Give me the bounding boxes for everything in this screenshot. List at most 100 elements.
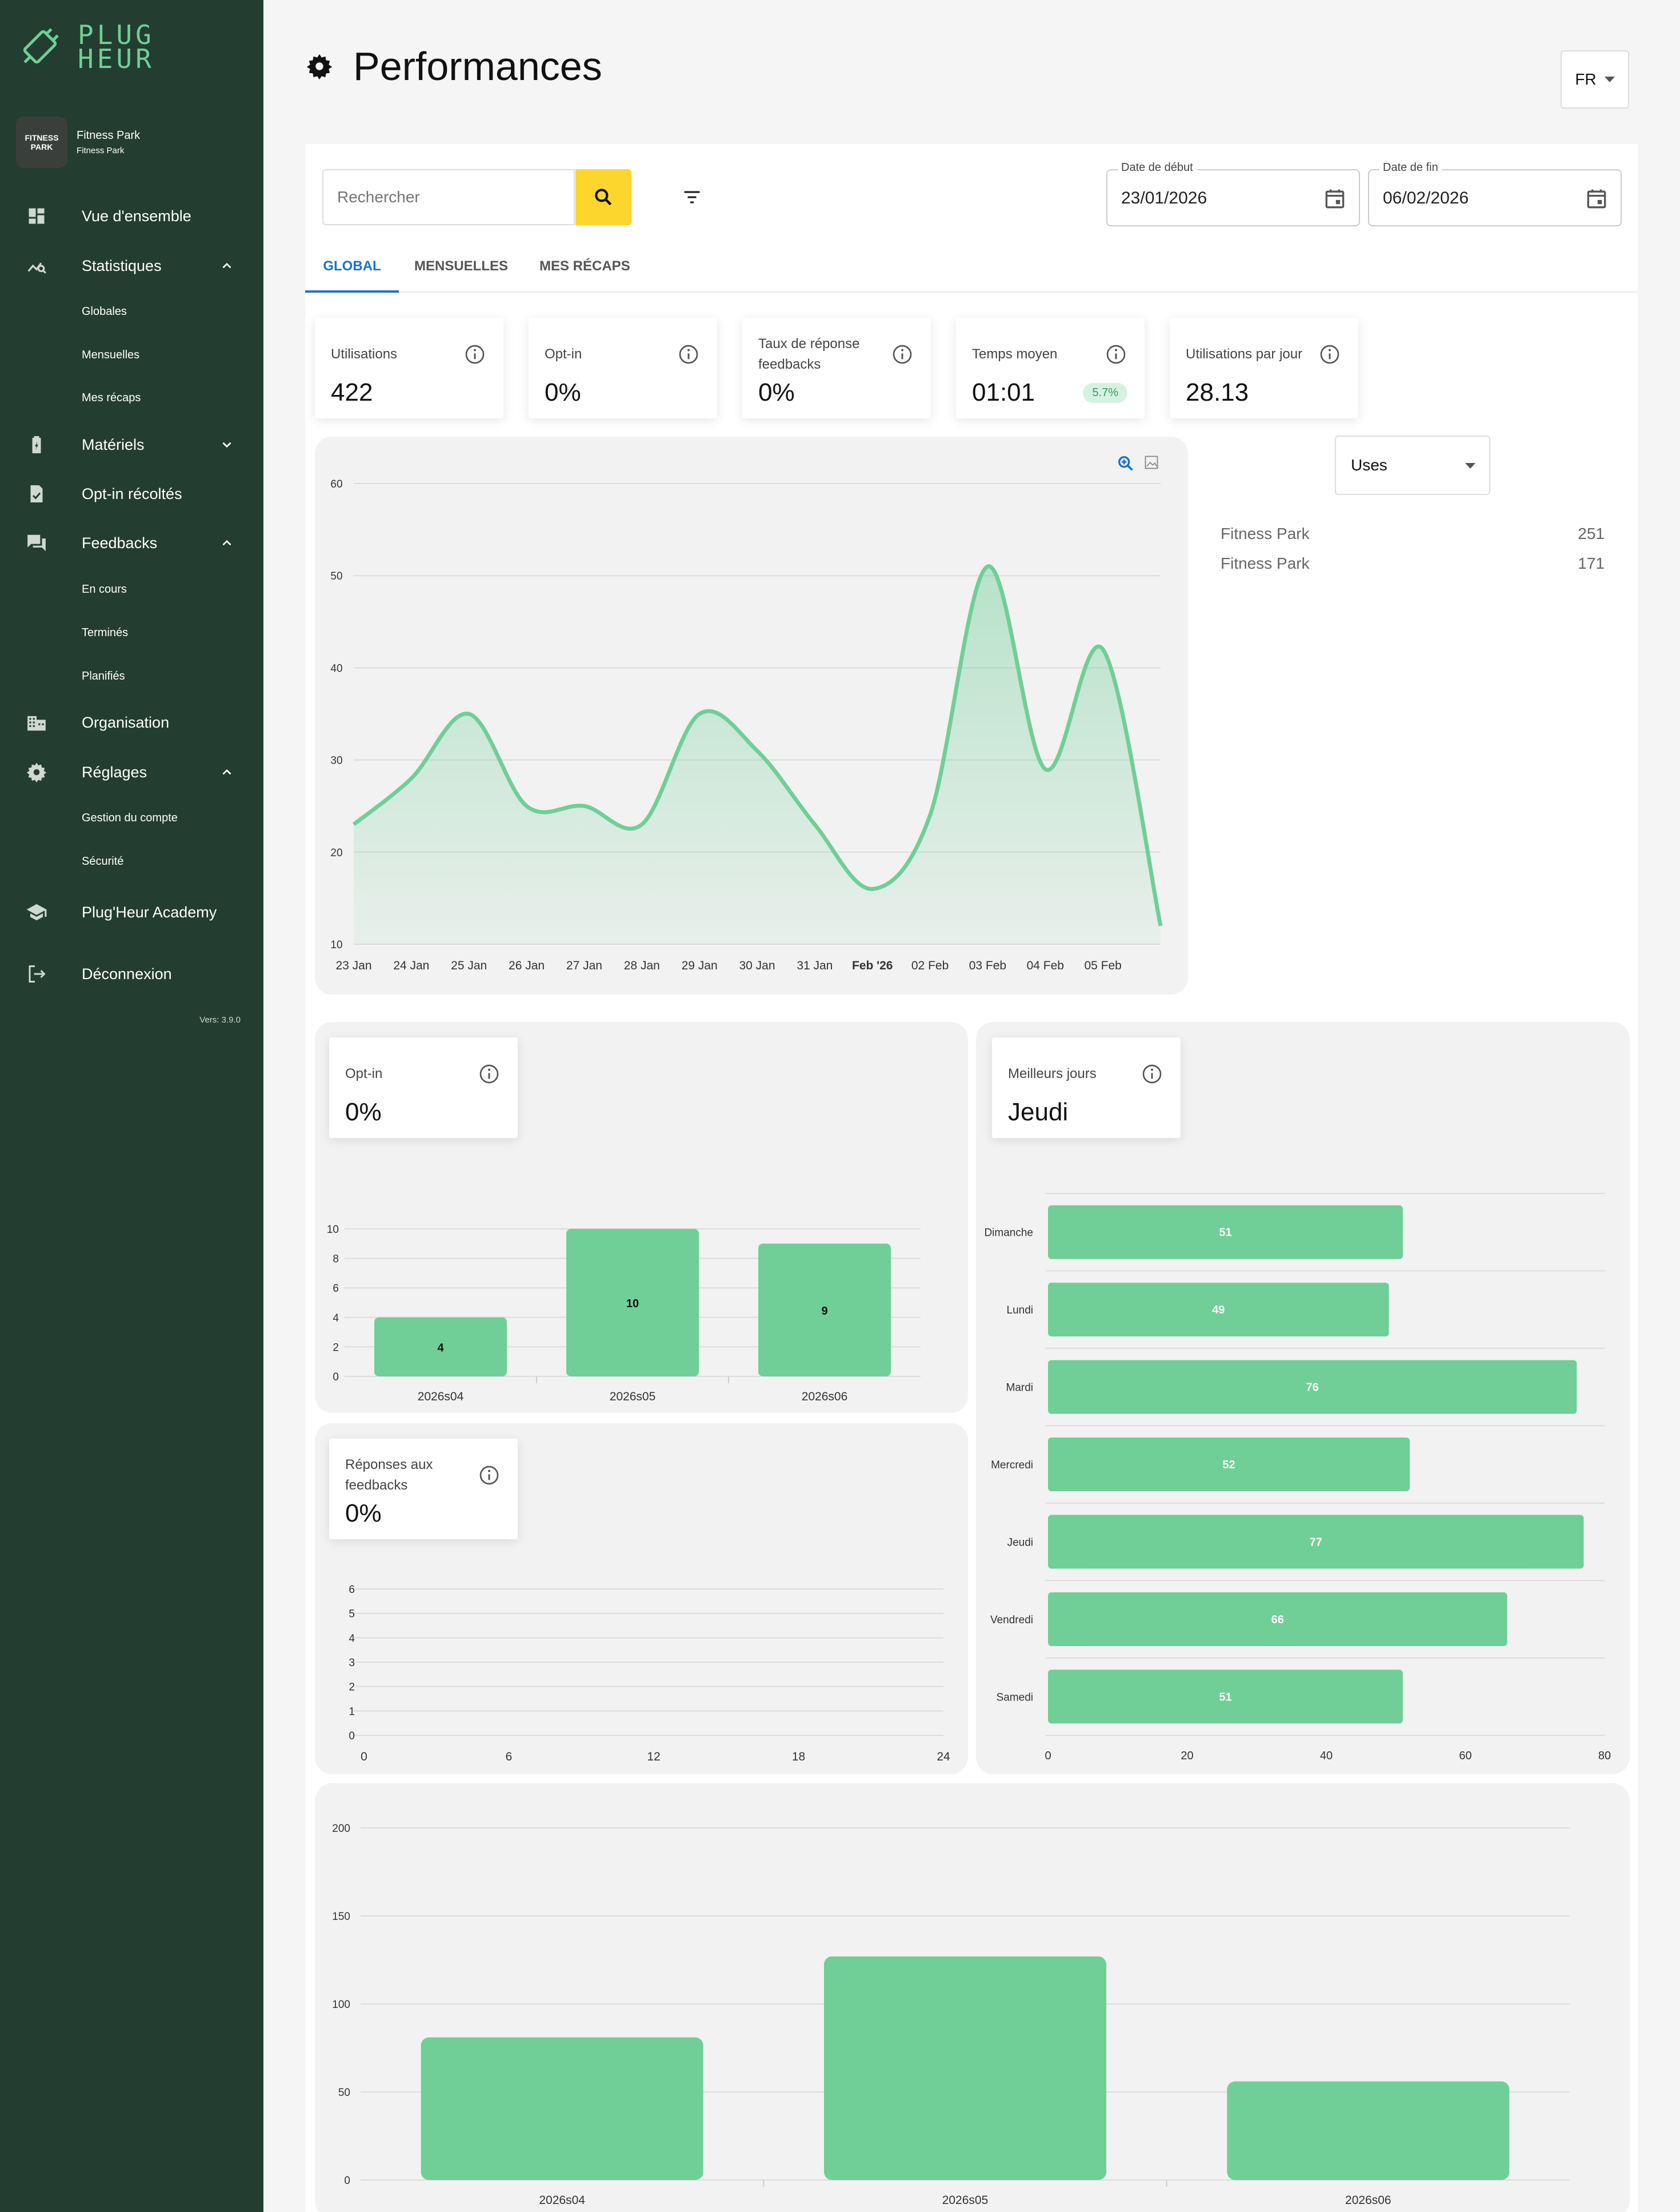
end-date-label: Date de fin [1379, 161, 1442, 174]
kpi-value: 0% [545, 378, 581, 406]
x-tick-label: 24 [937, 1750, 950, 1763]
x-tick-label: 80 [1598, 1750, 1611, 1762]
nav-overview[interactable]: Vue d'ensemble [0, 199, 263, 233]
legend-row: Fitness Park 171 [1221, 554, 1605, 573]
calendar-icon[interactable] [1584, 186, 1609, 211]
nav-fb-encours[interactable]: En cours [82, 583, 127, 596]
building-icon [25, 711, 48, 734]
info-icon[interactable] [463, 343, 486, 366]
y-tick-label: 60 [330, 478, 342, 490]
nav-stats-mensuelles[interactable]: Mensuelles [82, 349, 140, 361]
end-date-field[interactable]: Date de fin 06/02/2026 [1368, 161, 1622, 226]
kpi-label: Utilisations [331, 346, 398, 362]
y-tick-label: 200 [332, 1823, 350, 1835]
info-icon[interactable] [478, 1063, 501, 1085]
gear-icon [25, 761, 48, 784]
nav-reglages-label: Réglages [82, 763, 147, 781]
card-meilleurs-jours: Meilleurs jours Jeudi [992, 1037, 1181, 1138]
kpi-utilisations-par-jour: Utilisations par jour 28.13 [1170, 318, 1358, 418]
nav-securite[interactable]: Sécurité [82, 855, 124, 868]
kpi-label: Utilisations par jour [1186, 346, 1303, 362]
nav-reglages[interactable]: Réglages [0, 755, 263, 789]
y-tick-label: 8 [333, 1253, 339, 1265]
app-logo[interactable]: PLUG HEUR [16, 22, 155, 72]
info-icon[interactable] [891, 343, 914, 366]
nav-optin[interactable]: Opt-in récoltés [0, 477, 263, 511]
x-tick-label: 12 [647, 1750, 660, 1763]
nav-fb-planifies[interactable]: Planifiés [82, 670, 125, 682]
x-tick-label: 05 Feb [1084, 959, 1121, 972]
tab-global[interactable]: GLOBAL [305, 257, 399, 293]
data-label: 51 [1219, 1227, 1231, 1239]
nav-materiels[interactable]: Matériels [0, 428, 263, 462]
nav-gestion-compte[interactable]: Gestion du compte [82, 812, 178, 824]
kpi-temps-moyen: Temps moyen 01:01 5.7% [956, 318, 1145, 418]
x-tick-label: 0 [361, 1750, 367, 1763]
tab-recaps[interactable]: MES RÉCAPS [539, 258, 630, 274]
start-date-field[interactable]: Date de début 23/01/2026 [1106, 161, 1360, 226]
y-tick-label: Jeudi [1007, 1536, 1033, 1548]
y-tick-label: Dimanche [984, 1227, 1033, 1239]
x-tick-label: 30 Jan [739, 959, 775, 972]
nav-feedbacks[interactable]: Feedbacks [0, 526, 263, 560]
data-label: 51 [1219, 1691, 1231, 1703]
y-tick-label: 40 [330, 662, 342, 674]
kpi-label: Temps moyen [972, 346, 1058, 362]
info-icon[interactable] [478, 1464, 501, 1487]
org-name: Fitness Park [77, 129, 141, 142]
language-select[interactable]: FR [1561, 50, 1629, 109]
bar [1048, 1592, 1507, 1646]
y-tick-label: Lundi [1007, 1304, 1034, 1316]
x-tick-label: 28 Jan [624, 959, 660, 972]
info-icon[interactable] [677, 343, 700, 366]
info-icon[interactable] [1105, 343, 1127, 366]
usage-area-chart: 10 20 30 40 50 60 23 Jan 24 Jan 25 Jan 26 Jan 27 J… [330, 478, 1163, 972]
y-tick-label: Samedi [997, 1691, 1033, 1703]
gear-icon [306, 54, 333, 79]
search-button[interactable] [575, 169, 631, 225]
y-tick-label: 150 [332, 1911, 350, 1923]
broken-image-icon[interactable] [1143, 454, 1159, 471]
nav-statistiques[interactable]: Statistiques [0, 249, 263, 283]
nav-fb-termines[interactable]: Terminés [82, 626, 129, 639]
x-tick-label: 2026s05 [610, 1390, 656, 1403]
nav-organisation[interactable]: Organisation [0, 705, 263, 740]
bar [566, 1229, 699, 1376]
search-input[interactable] [322, 169, 575, 225]
y-tick-label: 3 [349, 1657, 355, 1669]
filter-button[interactable] [678, 183, 706, 211]
y-tick-label: 0 [344, 2175, 350, 2187]
zoom-in-icon[interactable] [1116, 454, 1135, 473]
chevron-up-icon[interactable] [218, 764, 235, 781]
org-switcher[interactable]: FITNESS PARK Fitness Park Fitness Park [16, 117, 140, 168]
chevron-down-icon[interactable] [218, 436, 235, 453]
data-label: 66 [1271, 1614, 1284, 1626]
y-tick-label: 6 [333, 1283, 339, 1295]
nav-academy-label: Plug'Heur Academy [82, 903, 217, 921]
data-label: 4 [437, 1341, 444, 1354]
nav-deconnexion[interactable]: Déconnexion [0, 957, 263, 991]
tab-mensuelles[interactable]: MENSUELLES [414, 258, 509, 274]
y-tick-label: 4 [333, 1312, 339, 1324]
page-title: Performances [353, 44, 602, 89]
legend-value: 171 [1578, 554, 1605, 572]
info-icon[interactable] [1141, 1063, 1163, 1085]
kpi-value: 01:01 [972, 378, 1035, 406]
x-tick-label: 2026s04 [539, 2194, 585, 2207]
chevron-up-icon[interactable] [218, 257, 235, 274]
battery-charging-icon [25, 433, 48, 456]
info-icon[interactable] [1318, 343, 1341, 366]
bar [1048, 1515, 1584, 1569]
y-tick-label: 30 [330, 755, 342, 767]
calendar-icon[interactable] [1322, 186, 1347, 211]
best-days-chart: 51 Dimanche 49 Lundi 76 Mardi 52 Mercredi 77 Jeud… [984, 1193, 1611, 1762]
nav-stats-globales[interactable]: Globales [82, 305, 127, 318]
bar [1048, 1360, 1577, 1414]
metric-select[interactable]: Uses [1335, 436, 1490, 495]
chevron-up-icon[interactable] [218, 534, 235, 552]
y-tick-label: 6 [349, 1584, 355, 1596]
nav-stats-recaps[interactable]: Mes récaps [82, 392, 141, 404]
nav-academy[interactable]: Plug'Heur Academy [0, 895, 263, 929]
kpi-utilisations: Utilisations 422 [315, 318, 503, 418]
kpi-taux-reponse: Taux de réponse feedbacks 0% [742, 318, 931, 418]
